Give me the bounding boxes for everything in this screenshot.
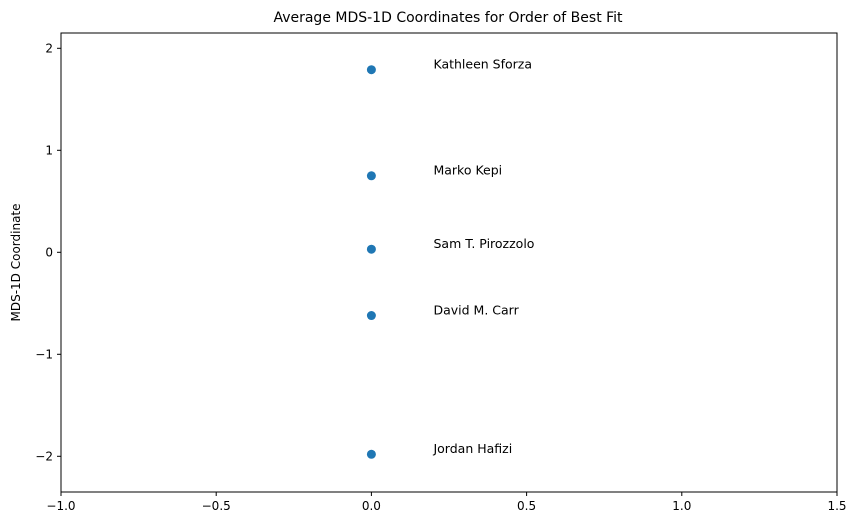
point-label: David M. Carr	[433, 302, 519, 317]
point-labels: Kathleen Sforza Marko Kepi Sam T. Pirozzol…	[432, 57, 534, 457]
point-label: Kathleen Sforza	[433, 57, 532, 72]
plot-area	[60, 32, 838, 493]
data-point	[366, 311, 376, 321]
x-tick-label: 1.0	[672, 499, 691, 513]
x-tick-label: 0.5	[517, 499, 536, 513]
y-tick-label: −1	[35, 347, 53, 361]
y-tick-label: 1	[45, 143, 53, 157]
point-label: Jordan Hafizi	[432, 441, 512, 456]
data-points	[366, 65, 376, 459]
y-axis-label: MDS-1D Coordinate	[9, 203, 23, 321]
data-point	[366, 244, 376, 254]
data-point	[366, 449, 376, 459]
x-tick-label: −1.0	[46, 499, 75, 513]
x-tick-label: 0.0	[362, 499, 381, 513]
y-axis: 2 1 0 −1 −2	[35, 41, 61, 463]
point-label: Marko Kepi	[433, 163, 502, 178]
y-tick-label: 0	[45, 245, 53, 259]
chart-title: Average MDS-1D Coordinates for Order of …	[273, 10, 623, 26]
y-tick-label: 2	[45, 41, 53, 55]
x-tick-label: −0.5	[202, 499, 231, 513]
y-tick-label: −2	[35, 449, 53, 463]
x-axis: −1.0 −0.5 0.0 0.5 1.0 1.5	[46, 492, 847, 513]
x-tick-label: 1.5	[827, 499, 846, 513]
point-label: Sam T. Pirozzolo	[433, 236, 534, 251]
data-point	[366, 171, 376, 181]
data-point	[366, 65, 376, 75]
